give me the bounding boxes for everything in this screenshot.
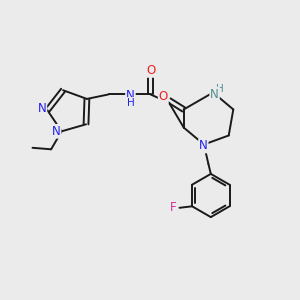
- Text: O: O: [146, 64, 155, 77]
- Text: N: N: [210, 88, 219, 100]
- Text: F: F: [170, 201, 177, 214]
- Text: N: N: [126, 88, 135, 101]
- Text: H: H: [216, 84, 224, 94]
- Text: N: N: [52, 125, 61, 138]
- Text: N: N: [199, 140, 208, 152]
- Text: N: N: [38, 102, 46, 115]
- Text: H: H: [127, 98, 134, 108]
- Text: O: O: [159, 90, 168, 104]
